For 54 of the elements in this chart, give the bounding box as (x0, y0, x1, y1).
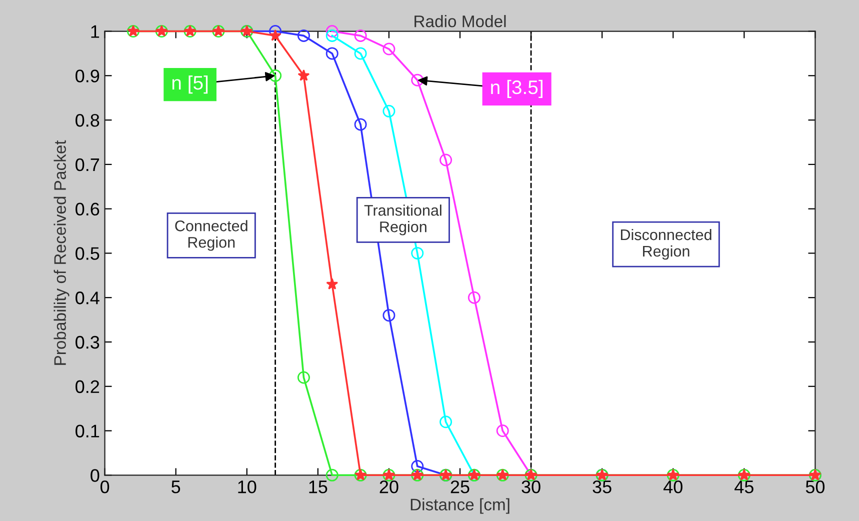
x-tick-label: 15 (309, 480, 328, 494)
point (382, 42, 396, 56)
y-tick-label: 0.7 (76, 158, 100, 172)
point (297, 29, 310, 42)
point (269, 29, 282, 41)
point (411, 246, 424, 260)
y-tick-label: 0.4 (76, 292, 100, 304)
point (326, 25, 338, 38)
y-tick-label: 1 (91, 25, 100, 38)
x-axis-title: Distance [cm] (410, 498, 510, 514)
x-tick-label: 10 (238, 480, 256, 494)
x-tick-label: 45 (734, 480, 754, 494)
point (326, 278, 338, 290)
point (411, 460, 424, 473)
annotation: Connected Region (175, 220, 248, 251)
point (297, 371, 310, 384)
point (354, 29, 367, 42)
y-tick-label: 0.8 (76, 114, 100, 127)
point (326, 468, 338, 482)
y-tick-label: 0 (90, 469, 100, 482)
point (440, 154, 452, 166)
annotation: Disconnected Region (620, 228, 712, 260)
x-tick-label: 0 (100, 480, 110, 494)
x-tick-label: 35 (592, 480, 612, 494)
point (298, 69, 310, 81)
y-tick-label: 0.6 (76, 202, 100, 216)
point (440, 416, 452, 428)
annotation: n [5] (172, 75, 208, 94)
point (269, 25, 282, 38)
point (326, 29, 338, 42)
point (269, 69, 282, 82)
y-tick-label: 0.5 (76, 247, 100, 260)
point (326, 47, 338, 60)
point (382, 309, 396, 322)
annotation: Transitional Region (364, 204, 442, 236)
point (411, 74, 424, 86)
x-tick-label: 40 (663, 480, 682, 494)
x-tick-label: 25 (450, 480, 470, 494)
x-tick-label: 30 (522, 480, 540, 494)
y-tick-label: 0.1 (76, 424, 100, 438)
point (382, 104, 396, 118)
y-tick-label: 0.9 (76, 70, 100, 82)
x-tick-label: 50 (806, 480, 825, 494)
chart-title: Radio Model (414, 15, 506, 28)
point (354, 118, 367, 131)
x-tick-label: 20 (380, 480, 398, 494)
point (354, 47, 367, 60)
annotation: n [3.5] (491, 80, 542, 98)
point (468, 291, 480, 304)
x-tick-label: 5 (172, 480, 180, 494)
y-tick-label: 0.3 (76, 336, 100, 349)
y-axis-title: Probability of Received Packet (54, 140, 70, 365)
y-tick-label: 0.2 (76, 380, 100, 394)
point (496, 424, 509, 438)
